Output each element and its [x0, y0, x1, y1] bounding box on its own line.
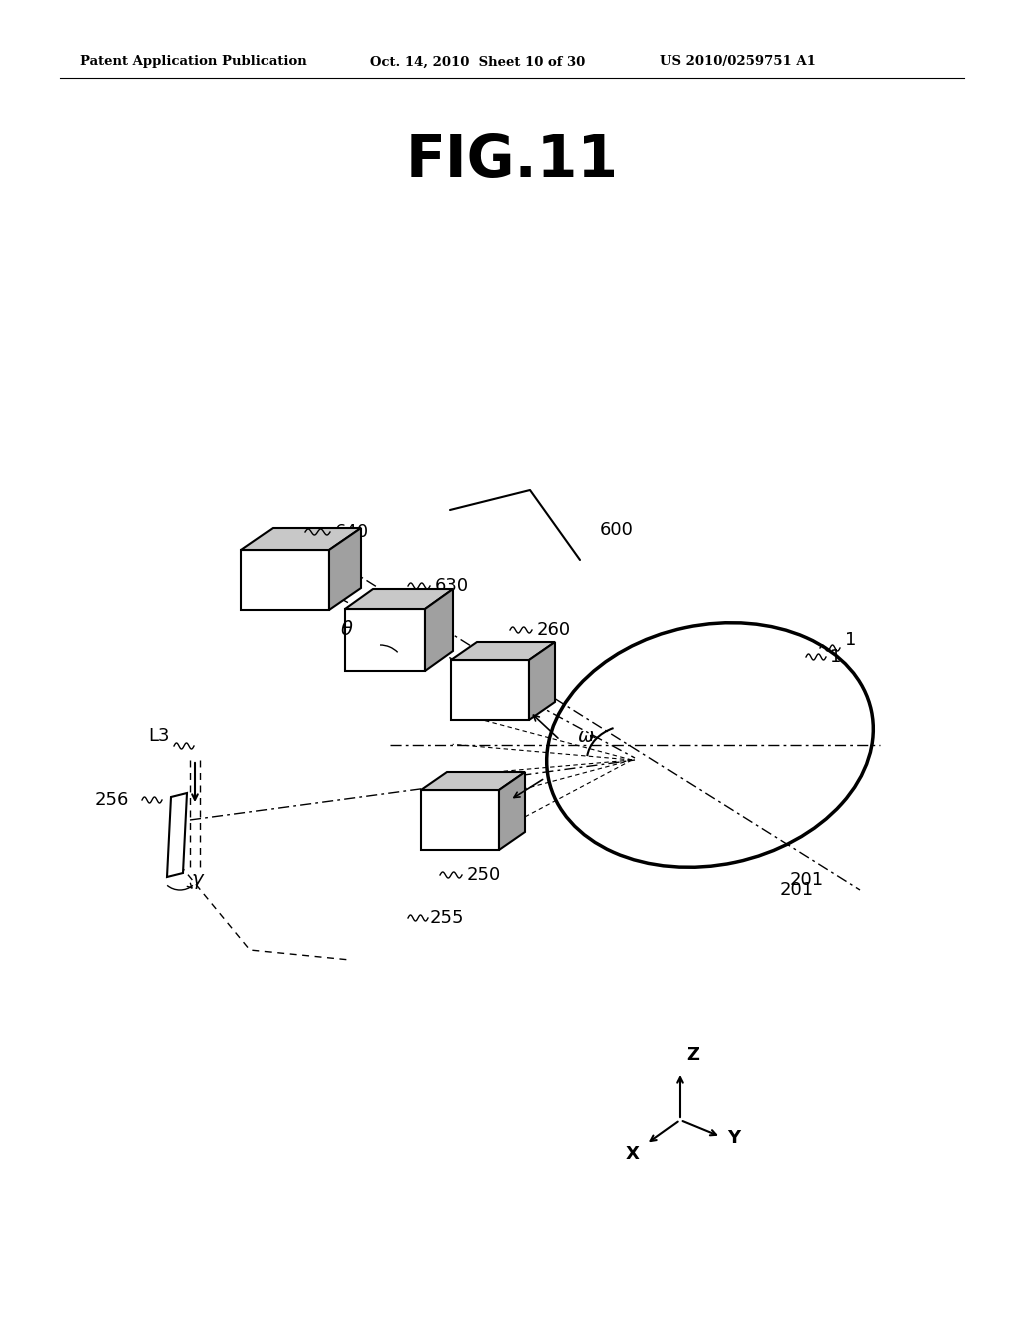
- Polygon shape: [345, 589, 453, 609]
- Text: 255: 255: [430, 909, 465, 927]
- Polygon shape: [421, 772, 525, 789]
- Text: 640: 640: [335, 523, 369, 541]
- Polygon shape: [425, 589, 453, 671]
- Text: FIG.11: FIG.11: [406, 132, 618, 189]
- Text: $\omega$: $\omega$: [577, 727, 595, 746]
- Polygon shape: [241, 528, 361, 550]
- Text: 1: 1: [830, 648, 842, 667]
- Polygon shape: [329, 528, 361, 610]
- Text: 630: 630: [435, 577, 469, 595]
- Text: 201: 201: [790, 871, 824, 888]
- Text: 600: 600: [600, 521, 634, 539]
- Text: 201: 201: [780, 880, 814, 899]
- Text: Y: Y: [727, 1129, 740, 1147]
- Text: $\theta$: $\theta$: [340, 620, 353, 639]
- Text: 256: 256: [95, 791, 129, 809]
- Polygon shape: [241, 550, 329, 610]
- Polygon shape: [499, 772, 525, 850]
- Text: $\gamma$: $\gamma$: [191, 873, 206, 891]
- Polygon shape: [345, 609, 425, 671]
- Text: X: X: [626, 1144, 640, 1163]
- Text: Patent Application Publication: Patent Application Publication: [80, 55, 307, 69]
- Polygon shape: [421, 789, 499, 850]
- Text: US 2010/0259751 A1: US 2010/0259751 A1: [660, 55, 816, 69]
- Text: 250: 250: [467, 866, 502, 884]
- Text: L3: L3: [148, 727, 170, 744]
- Polygon shape: [529, 642, 555, 719]
- Polygon shape: [167, 793, 187, 876]
- Polygon shape: [451, 642, 555, 660]
- Text: Oct. 14, 2010  Sheet 10 of 30: Oct. 14, 2010 Sheet 10 of 30: [370, 55, 586, 69]
- Text: 1: 1: [845, 631, 856, 649]
- Text: 260: 260: [537, 620, 571, 639]
- Text: Z: Z: [686, 1045, 698, 1064]
- Polygon shape: [451, 660, 529, 719]
